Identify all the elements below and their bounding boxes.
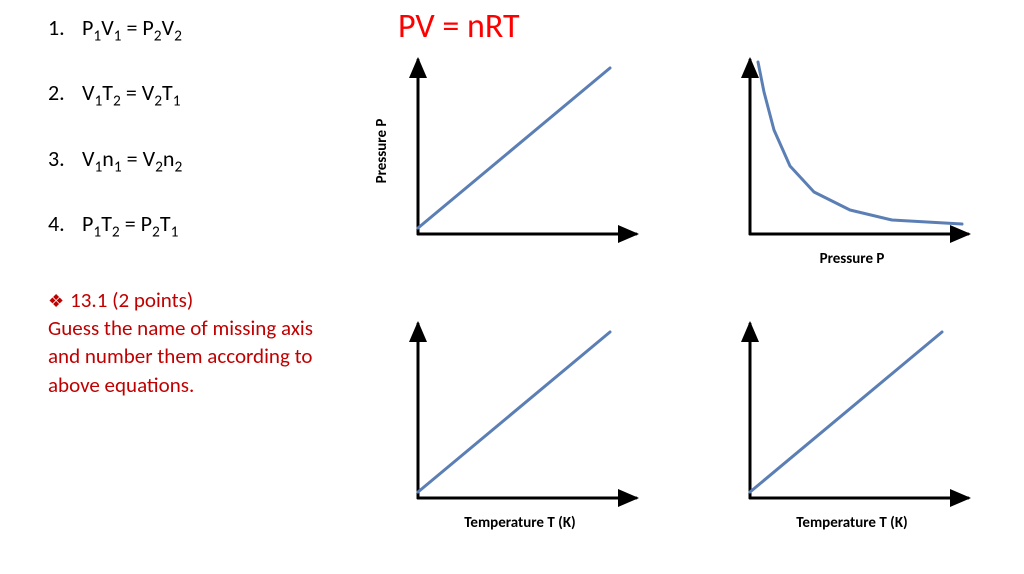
equation-2: 2. V1T2 = V2T1 [48,79,348,110]
equation-body: V1n1 = V2n2 [82,145,182,176]
diamond-icon: ❖ [48,290,64,312]
equation-number: 2. [48,79,72,106]
x-axis-label: Temperature T (K) [796,514,907,532]
equation-1: 1. P1V1 = P2V2 [48,14,348,45]
chart-bottom-left: Temperature T (K) [400,320,640,510]
equation-3: 3. V1n1 = V2n2 [48,145,348,176]
chart-svg [732,56,972,246]
equation-4: 4. P1T2 = P2T1 [48,210,348,241]
question-block: ❖ 13.1 (2 points) Guess the name of missi… [48,286,348,399]
question-number: 13.1 (2 points) [70,287,193,313]
chart-svg [732,320,972,510]
chart-bottom-right: Temperature T (K) [732,320,972,510]
left-column: 1. P1V1 = P2V2 2. V1T2 = V2T1 3. V1n1 = V2n2 4… [48,14,348,399]
chart-svg [400,56,640,246]
y-axis-label: Pressure P [373,119,391,184]
equation-number: 4. [48,210,72,237]
equation-body: P1V1 = P2V2 [82,14,182,45]
equation-number: 1. [48,14,72,41]
equation-list: 1. P1V1 = P2V2 2. V1T2 = V2T1 3. V1n1 = V2n2 4… [48,14,348,242]
chart-top-right: Pressure P [732,56,972,246]
chart-svg [400,320,640,510]
question-heading: ❖ 13.1 (2 points) [48,286,348,314]
equation-body: P1T2 = P2T1 [82,210,178,241]
x-axis-label: Pressure P [820,250,885,268]
ideal-gas-law: PV = nRT [398,6,520,47]
x-axis-label: Temperature T (K) [464,514,575,532]
question-body: Guess the name of missing axis and numbe… [48,314,348,399]
equation-number: 3. [48,145,72,172]
chart-top-left: Pressure P [400,56,640,246]
equation-body: V1T2 = V2T1 [82,79,181,110]
